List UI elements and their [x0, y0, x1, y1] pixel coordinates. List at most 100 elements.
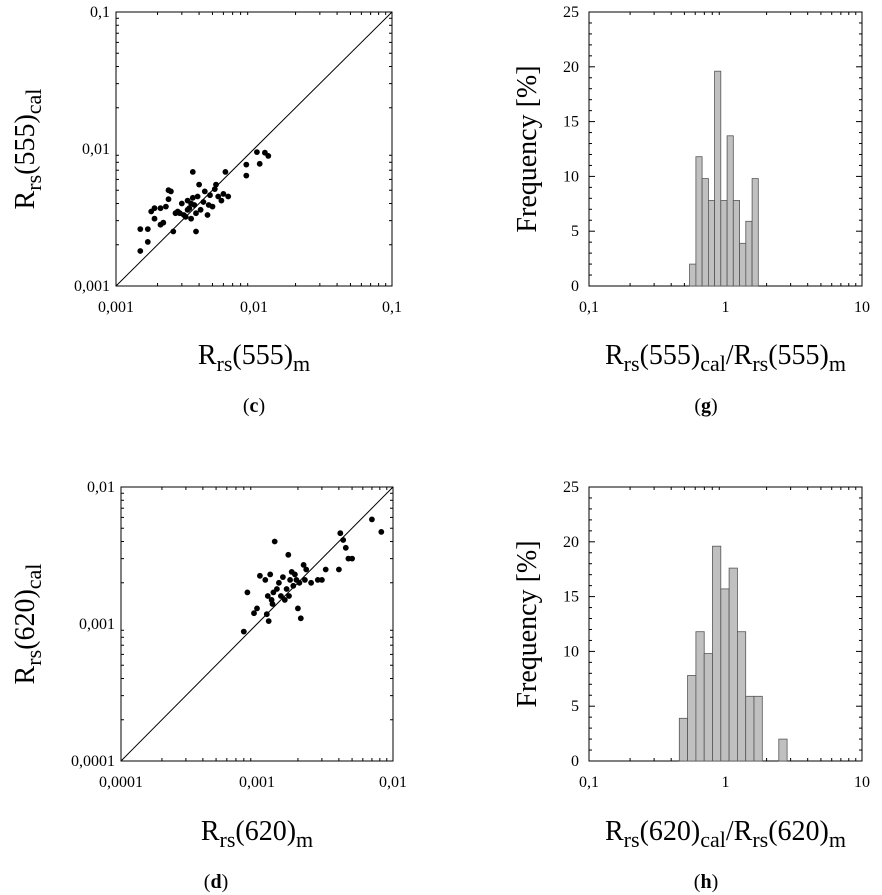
histogram-bar	[678, 717, 688, 762]
label-part-sub1: rs	[220, 827, 236, 852]
x-tick-label: 1	[722, 299, 730, 316]
y-tick-label: 15	[563, 589, 579, 606]
data-point	[262, 577, 269, 583]
label-part-mid2: (620)	[768, 816, 829, 847]
data-point	[257, 572, 263, 579]
y-axis-label: Rrs(555)cal	[10, 89, 46, 210]
y-tick-label: 20	[563, 59, 579, 76]
data-point	[271, 538, 278, 545]
histogram-bar	[732, 200, 740, 287]
data-point	[222, 169, 229, 175]
data-point	[308, 579, 314, 586]
label-part-mid: (555)	[232, 340, 293, 371]
data-point	[265, 618, 272, 624]
y-tick-label: 10	[563, 643, 579, 660]
data-point	[295, 605, 301, 612]
data-point	[302, 577, 308, 583]
data-point	[243, 172, 250, 179]
data-point	[287, 577, 293, 583]
data-point	[194, 193, 201, 200]
data-point	[281, 597, 288, 603]
data-point	[336, 566, 342, 573]
data-point	[276, 579, 282, 586]
x-tick-label: 0,01	[379, 774, 407, 791]
plot-frame	[115, 11, 393, 287]
data-point	[168, 188, 174, 195]
data-point	[285, 551, 292, 558]
histogram-bar	[737, 631, 747, 762]
label-part-pre: R	[605, 816, 624, 847]
label-part-sub2: cal	[21, 89, 46, 115]
label-part-sub2: cal	[21, 564, 46, 590]
y-tick-label: 0	[571, 753, 579, 770]
data-point	[319, 577, 325, 583]
data-point	[256, 160, 263, 167]
label-part-sub1: rs	[624, 351, 640, 376]
data-point	[151, 205, 158, 212]
histogram-bar	[708, 200, 716, 287]
panel-h: 0,1 1 100510152025Rrs(620)cal/Rrs(620)mFre…	[512, 479, 870, 893]
data-point	[151, 215, 158, 222]
one-to-one-line	[120, 486, 394, 762]
label-part-sub1: rs	[624, 827, 640, 852]
x-tick-label: 0,1	[579, 774, 599, 791]
label-part-sep: /R	[726, 340, 753, 371]
label-part-mid: (555)	[640, 340, 701, 371]
histogram-bar	[714, 70, 722, 287]
x-tick-label: 0,01	[240, 299, 268, 316]
histogram-bar	[728, 567, 738, 762]
data-point	[204, 212, 211, 218]
panel-c: 0,001 0,01 0,10,0010,010,1Rrs(555)mRrs(555…	[10, 4, 402, 417]
data-point	[225, 193, 232, 200]
data-point	[191, 202, 198, 208]
data-point	[201, 188, 208, 195]
data-point	[218, 197, 225, 204]
label-part-sub2: m	[293, 351, 310, 376]
label-part-mid: (555)	[10, 114, 41, 175]
data-point	[254, 605, 260, 612]
label-part-sub2: cal	[700, 827, 726, 852]
label-part-sub1: rs	[217, 351, 233, 376]
x-tick-label: 10	[854, 299, 870, 316]
data-point	[182, 213, 189, 220]
label-part-pre: R	[10, 190, 41, 209]
y-tick-label: 15	[563, 114, 579, 131]
y-tick-label: 5	[571, 698, 579, 715]
label-part-mid: (620)	[235, 816, 296, 847]
y-tick-label: 0,001	[74, 278, 110, 295]
data-point	[340, 537, 347, 543]
data-point	[193, 228, 199, 235]
y-tick-label: 0	[571, 278, 579, 295]
histogram-bar	[695, 631, 705, 762]
data-point	[297, 615, 304, 622]
data-point	[349, 555, 355, 562]
panel-letter: c	[250, 395, 259, 417]
data-point	[213, 181, 219, 188]
panel-label: (c)	[243, 395, 265, 417]
y-tick-label: 25	[563, 4, 579, 21]
label-part-sub1: rs	[21, 175, 46, 191]
data-point	[196, 181, 203, 188]
data-point	[342, 544, 349, 551]
y-tick-label: 0,01	[87, 479, 115, 496]
x-tick-label: 1	[722, 774, 730, 791]
label-part-mid: (620)	[640, 816, 701, 847]
data-point	[137, 226, 144, 233]
histogram-bar	[703, 653, 713, 762]
x-axis-label: Rrs(555)m	[198, 340, 310, 376]
panel-label: (h)	[694, 871, 718, 893]
label-part-sub4: m	[829, 351, 846, 376]
data-point	[290, 582, 297, 589]
x-tick-label: 0,1	[382, 299, 402, 316]
data-point	[157, 205, 164, 212]
data-point	[160, 219, 167, 226]
x-axis-label: Rrs(555)cal/Rrs(555)m	[605, 340, 846, 376]
label-part-mid2: (555)	[768, 340, 829, 371]
histogram-bar	[695, 156, 703, 287]
data-point	[220, 191, 227, 197]
data-point	[240, 628, 247, 635]
data-point	[144, 226, 151, 233]
panel-letter: g	[701, 395, 711, 417]
data-point	[193, 210, 199, 217]
